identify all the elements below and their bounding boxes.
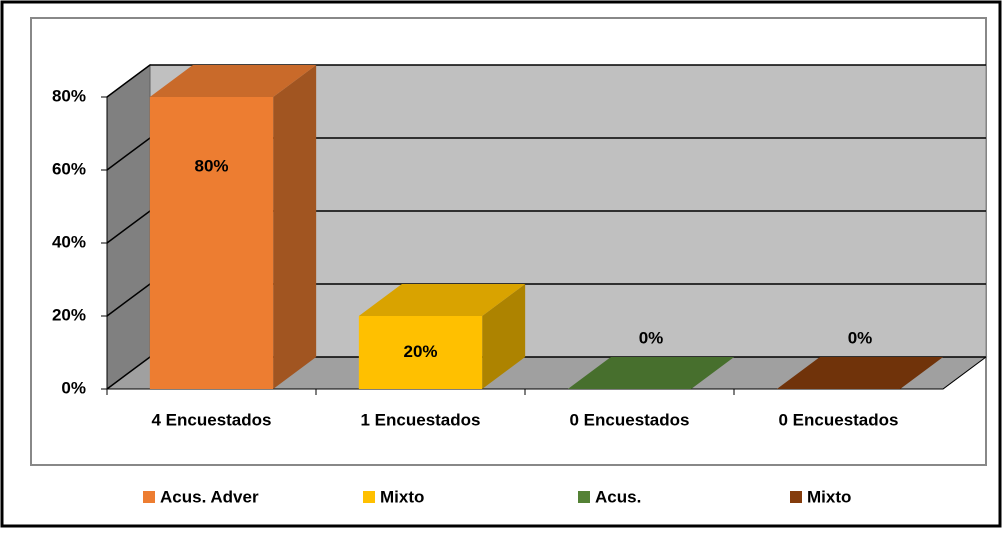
legend-swatch (143, 491, 155, 503)
bar-top (776, 357, 944, 389)
legend-swatch (363, 491, 375, 503)
legend-swatch (578, 491, 590, 503)
bar (567, 357, 735, 389)
grid-line (106, 64, 986, 98)
legend-label: Acus. Adver (160, 487, 259, 506)
y-tick-label: 80% (52, 86, 86, 105)
bar (149, 65, 317, 389)
bar-top (358, 284, 526, 316)
bar-side (482, 284, 526, 389)
x-tick-label: 1 Encuestados (361, 410, 481, 429)
x-tick-label: 0 Encuestados (570, 410, 690, 429)
y-tick-label: 40% (52, 232, 86, 251)
x-tick-label: 4 Encuestados (152, 410, 272, 429)
bar-top (149, 65, 317, 97)
y-tick-label: 60% (52, 159, 86, 178)
data-label: 0% (639, 328, 664, 347)
legend-swatch (790, 491, 802, 503)
x-tick-label: 0 Encuestados (779, 410, 899, 429)
bar-side (273, 65, 317, 389)
y-tick-label: 0% (61, 378, 86, 397)
legend-label: Mixto (380, 487, 424, 506)
bar-front (358, 316, 483, 389)
y-tick-label: 20% (52, 305, 86, 324)
bar (358, 284, 526, 389)
legend-label: Mixto (807, 487, 851, 506)
data-label: 80% (194, 156, 228, 175)
legend-label: Acus. (595, 487, 641, 506)
bar-top (567, 357, 735, 389)
bar (776, 357, 944, 389)
data-label: 20% (403, 342, 437, 361)
data-label: 0% (848, 328, 873, 347)
bar-front (149, 97, 274, 389)
